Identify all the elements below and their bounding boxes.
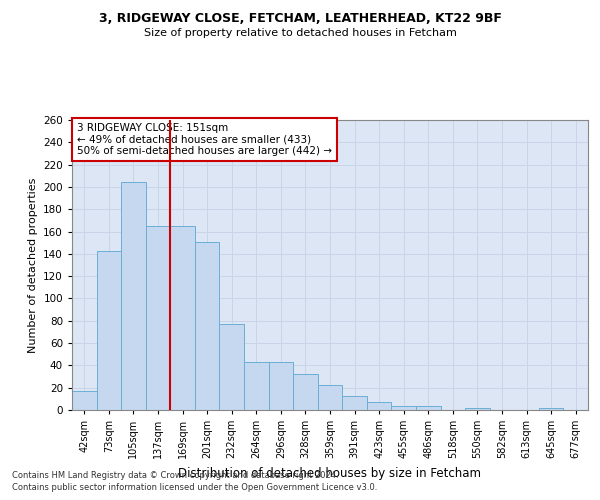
Bar [97,250,121,410]
Bar [391,406,416,410]
Bar [342,396,367,410]
Bar [220,324,244,410]
Bar [416,406,440,410]
Text: Contains public sector information licensed under the Open Government Licence v3: Contains public sector information licen… [12,484,377,492]
Bar [244,362,269,410]
Bar [318,386,342,410]
X-axis label: Distribution of detached houses by size in Fetcham: Distribution of detached houses by size … [179,466,482,479]
Y-axis label: Number of detached properties: Number of detached properties [28,178,38,352]
Text: Size of property relative to detached houses in Fetcham: Size of property relative to detached ho… [143,28,457,38]
Text: 3 RIDGEWAY CLOSE: 151sqm
← 49% of detached houses are smaller (433)
50% of semi-: 3 RIDGEWAY CLOSE: 151sqm ← 49% of detach… [77,123,332,156]
Bar [195,242,220,410]
Bar [465,408,490,410]
Bar [146,226,170,410]
Bar [367,402,391,410]
Bar [539,408,563,410]
Bar [170,226,195,410]
Bar [269,362,293,410]
Bar [121,182,146,410]
Bar [293,374,318,410]
Text: 3, RIDGEWAY CLOSE, FETCHAM, LEATHERHEAD, KT22 9BF: 3, RIDGEWAY CLOSE, FETCHAM, LEATHERHEAD,… [98,12,502,26]
Bar [72,391,97,410]
Text: Contains HM Land Registry data © Crown copyright and database right 2024.: Contains HM Land Registry data © Crown c… [12,471,338,480]
